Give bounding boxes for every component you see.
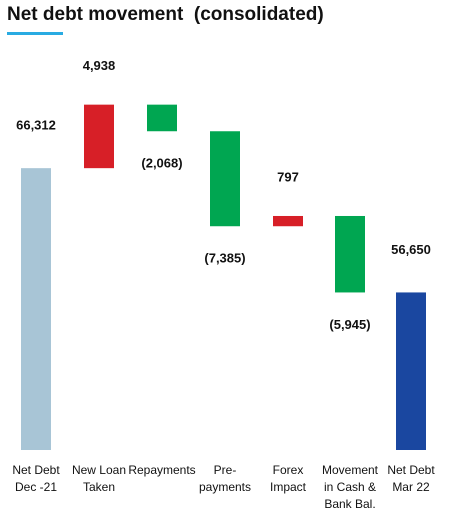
bar	[21, 168, 51, 450]
x-tick-label: Net Debt Dec -21	[12, 463, 60, 494]
bar	[335, 215, 365, 293]
bar	[396, 292, 426, 450]
x-tick-label: Movement in Cash & Bank Bal.	[321, 463, 379, 511]
x-tick-label: New Loan Taken	[71, 463, 127, 494]
data-label: (5,945)	[329, 317, 370, 332]
data-label: 4,938	[83, 58, 116, 73]
bar	[273, 215, 303, 227]
x-tick-label: Pre- payments	[198, 463, 252, 494]
data-label: 56,650	[391, 242, 431, 257]
x-tick-label: Net Debt Mar 22	[387, 463, 435, 494]
x-tick-label: Repayments	[128, 463, 196, 477]
data-label: (2,068)	[141, 156, 182, 171]
chart-title: Net debt movement (consolidated)	[7, 4, 324, 25]
bar	[147, 104, 177, 132]
x-tick-label: Forex Impact	[269, 463, 306, 494]
data-label: (7,385)	[204, 251, 245, 266]
bar	[210, 131, 240, 227]
data-label: 66,312	[16, 118, 56, 133]
data-label: 797	[277, 169, 299, 184]
bar	[84, 104, 114, 169]
title-underline	[7, 32, 63, 35]
